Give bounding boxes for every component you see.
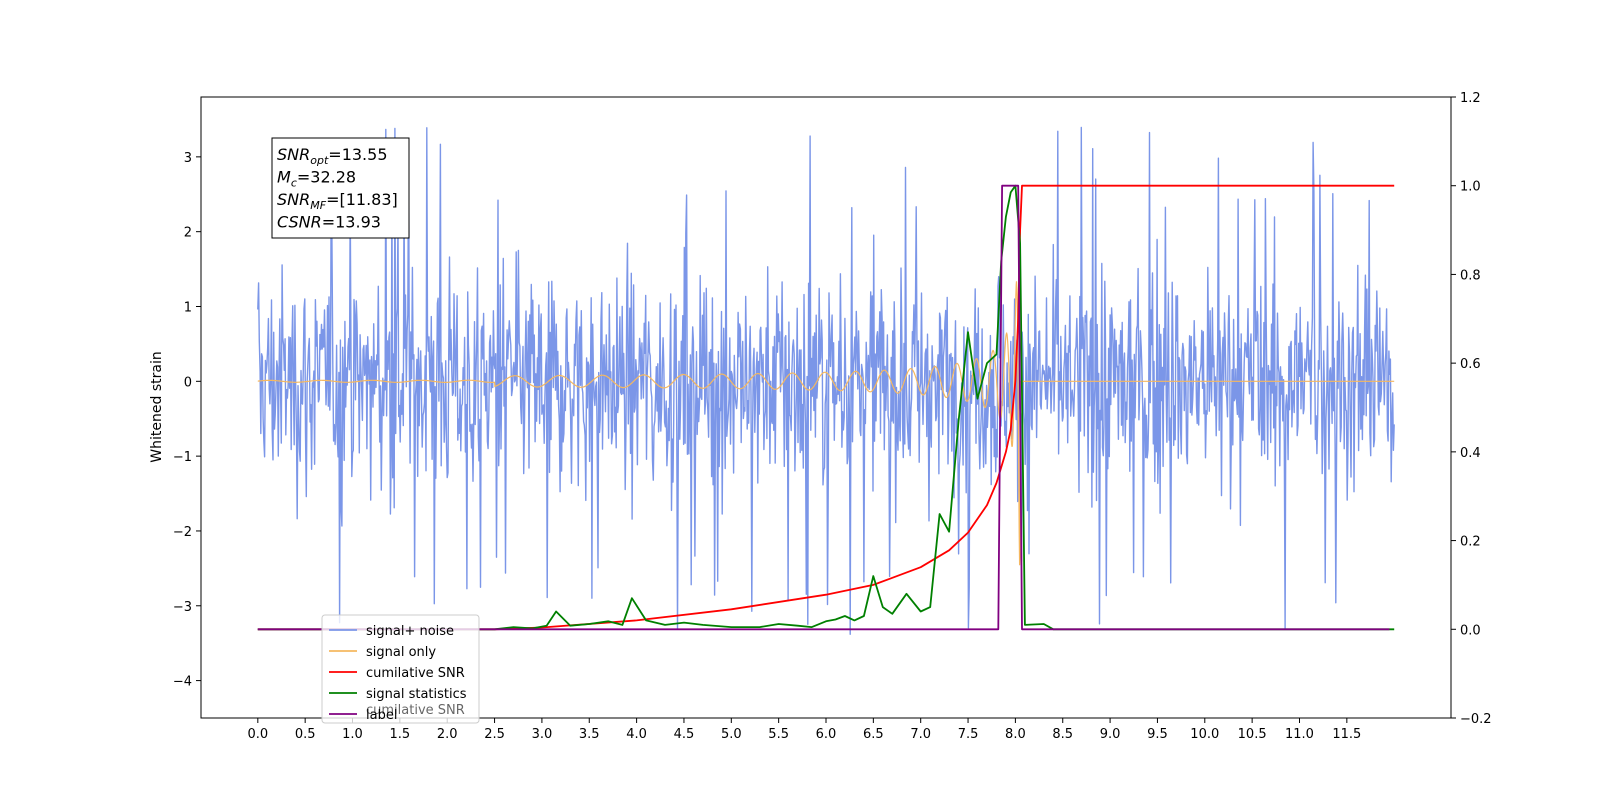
- x-tick-label: 6.0: [816, 727, 837, 742]
- legend-label: label: [366, 708, 397, 723]
- x-tick-label: 5.5: [768, 727, 789, 742]
- y2-tick-label: −0.2: [1460, 712, 1492, 727]
- legend-label: signal only: [366, 645, 436, 660]
- y-tick-label: 3: [184, 151, 192, 166]
- y-tick-label: −3: [173, 600, 192, 615]
- y2-tick-label: 0.4: [1460, 446, 1481, 461]
- x-tick-label: 8.5: [1052, 727, 1073, 742]
- x-tick-label: 8.0: [1005, 727, 1026, 742]
- x-tick-label: 1.0: [342, 727, 363, 742]
- x-tick-label: 4.0: [626, 727, 647, 742]
- y-axis-left: 3 2 1 0 −1 −2 −3 −4: [173, 151, 201, 690]
- x-tick-label: 10.0: [1190, 727, 1219, 742]
- y2-tick-label: 1.2: [1460, 91, 1481, 106]
- legend-overlap-text: cumilative SNR: [366, 703, 465, 718]
- x-tick-label: 5.0: [721, 727, 742, 742]
- legend: cumilative SNR signal+ noise signal only cu…: [321, 614, 480, 724]
- plot-area: [257, 126, 1395, 635]
- series-signal-noise: [257, 126, 1395, 635]
- y-tick-label: 0: [184, 375, 192, 390]
- x-tick-label: 9.0: [1100, 727, 1121, 742]
- x-tick-label: 2.0: [437, 727, 458, 742]
- annotation-frame: [271, 137, 410, 239]
- annotation-box: SNRopt=13.55Mc=32.28SNRMF=[11.83]CSNR=13…: [271, 137, 410, 239]
- y2-tick-label: 0.6: [1460, 357, 1481, 372]
- y2-tick-label: 0.2: [1460, 535, 1481, 550]
- annotation-line: CSNR=13.93: [277, 213, 381, 232]
- legend-label: signal+ noise: [366, 624, 454, 639]
- y-tick-label: 2: [184, 226, 192, 241]
- series-label: [257, 184, 1390, 631]
- x-tick-label: 3.5: [579, 727, 600, 742]
- x-tick-label: 11.0: [1285, 727, 1314, 742]
- y-tick-label: −1: [173, 450, 192, 465]
- legend-label: signal statistics: [366, 687, 467, 702]
- x-tick-label: 6.5: [863, 727, 884, 742]
- x-tick-label: 7.5: [958, 727, 979, 742]
- annotation-line: Mc=32.28: [277, 168, 356, 190]
- legend-frame: [321, 614, 480, 724]
- x-tick-label: 3.0: [532, 727, 553, 742]
- y-axis-right: 1.2 1.0 0.8 0.6 0.4 0.2 0.0 −0.2: [1451, 91, 1492, 727]
- x-tick-label: 0.5: [295, 727, 316, 742]
- legend-label: cumilative SNR: [366, 666, 465, 681]
- annotation-line: SNRMF=[11.83]: [277, 190, 398, 212]
- y-tick-label: −4: [173, 675, 192, 690]
- y-tick-label: −2: [173, 525, 192, 540]
- series-signal-only: [257, 281, 1395, 566]
- x-tick-label: 4.5: [674, 727, 695, 742]
- series-signal-statistics: [257, 184, 1395, 631]
- series-cumilative-snr: [257, 184, 1395, 631]
- y-axis-label: Whitened strain: [149, 351, 165, 462]
- x-tick-label: 11.5: [1332, 727, 1361, 742]
- x-axis: 0.0 0.5 1.0 1.5 2.0 2.5 3.0 3.5 4.0 4.5 5.0 5.5 6.0 6…: [247, 718, 1361, 742]
- x-tick-label: 10.5: [1238, 727, 1267, 742]
- x-tick-label: 0.0: [247, 727, 268, 742]
- x-tick-label: 9.5: [1147, 727, 1168, 742]
- y2-tick-label: 0.8: [1460, 268, 1481, 283]
- x-tick-label: 7.0: [910, 727, 931, 742]
- y2-tick-label: 1.0: [1460, 180, 1481, 195]
- x-tick-label: 1.5: [390, 727, 411, 742]
- x-tick-label: 2.5: [484, 727, 505, 742]
- y-tick-label: 1: [184, 300, 192, 315]
- annotation-line: SNRopt=13.55: [277, 145, 388, 167]
- y2-tick-label: 0.0: [1460, 623, 1481, 638]
- plot-clip-group: [257, 126, 1395, 635]
